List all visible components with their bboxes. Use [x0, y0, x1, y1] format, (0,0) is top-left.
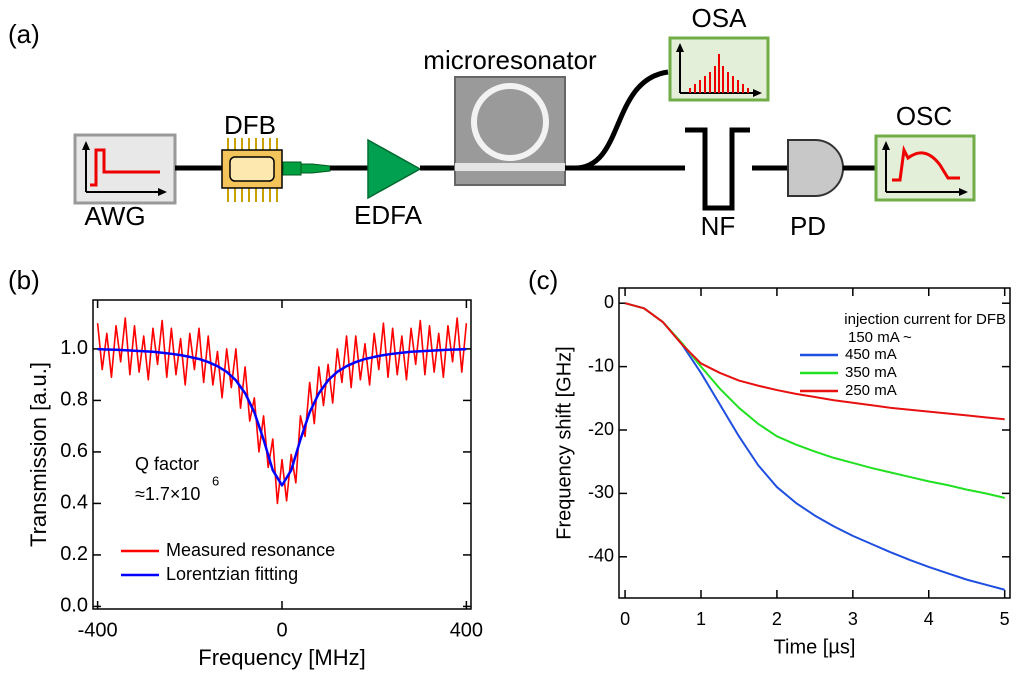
panel-label: (c) — [528, 265, 558, 295]
legend-label: 350 mA — [845, 364, 897, 381]
node-label: OSA — [692, 3, 748, 33]
node-label: PD — [790, 211, 826, 241]
plot-frame — [618, 287, 1011, 599]
legend-title: injection current for DFB — [844, 311, 1006, 328]
setup-diagram — [73, 36, 976, 211]
panel-label: (b) — [8, 265, 40, 295]
x-tick-label: -400 — [78, 619, 118, 641]
y-tick-label: -20 — [588, 419, 614, 439]
annotation: 6 — [212, 473, 219, 488]
y-tick-label: 0.4 — [60, 492, 88, 514]
x-tick-label: 3 — [848, 609, 858, 629]
x-tick-label: 1 — [696, 609, 706, 629]
node-label: EDFA — [354, 200, 423, 230]
series-line — [624, 302, 1005, 499]
y-tick-label: 1.0 — [60, 337, 88, 359]
node-label: OSC — [896, 101, 952, 131]
x-tick-label: 5 — [1000, 609, 1010, 629]
legend-label: 250 mA — [845, 382, 897, 399]
node-label: DFB — [224, 110, 276, 140]
y-tick-label: 0.6 — [60, 440, 88, 462]
annotation: Q factor — [135, 454, 199, 474]
y-tick-label: -40 — [588, 546, 614, 566]
node-label: NF — [701, 211, 736, 241]
series-line — [97, 347, 467, 487]
node-label: AWG — [84, 201, 145, 231]
legend-label: Lorentzian fitting — [166, 564, 298, 584]
x-axis-label: Frequency [MHz] — [198, 645, 366, 670]
y-axis-label: Frequency shift [GHz] — [553, 346, 575, 539]
y-axis-label: Transmission [a.u.] — [26, 362, 51, 547]
y-tick-label: 0.8 — [60, 389, 88, 411]
panel-label: (a) — [8, 19, 40, 49]
x-tick-label: 400 — [450, 619, 483, 641]
y-tick-label: -10 — [588, 355, 614, 375]
series-line — [624, 302, 1005, 421]
series-line — [624, 302, 1005, 591]
y-tick-label: 0.2 — [60, 543, 88, 565]
y-tick-label: -30 — [588, 482, 614, 502]
x-tick-label: 2 — [772, 609, 782, 629]
x-axis-label: Time [µs] — [774, 636, 856, 658]
x-tick-label: 0 — [620, 609, 630, 629]
y-tick-label: 0 — [604, 292, 614, 312]
y-tick-label: 0.0 — [60, 595, 88, 617]
legend-label: Measured resonance — [166, 540, 335, 560]
series-line — [96, 317, 468, 505]
x-tick-label: 0 — [276, 619, 287, 641]
annotation: ≈1.7×10 — [135, 484, 200, 504]
legend-subtitle: 150 mA ~ — [848, 329, 912, 346]
x-tick-label: 4 — [924, 609, 934, 629]
legend-label: 450 mA — [845, 346, 897, 363]
node-label: microresonator — [423, 45, 597, 75]
